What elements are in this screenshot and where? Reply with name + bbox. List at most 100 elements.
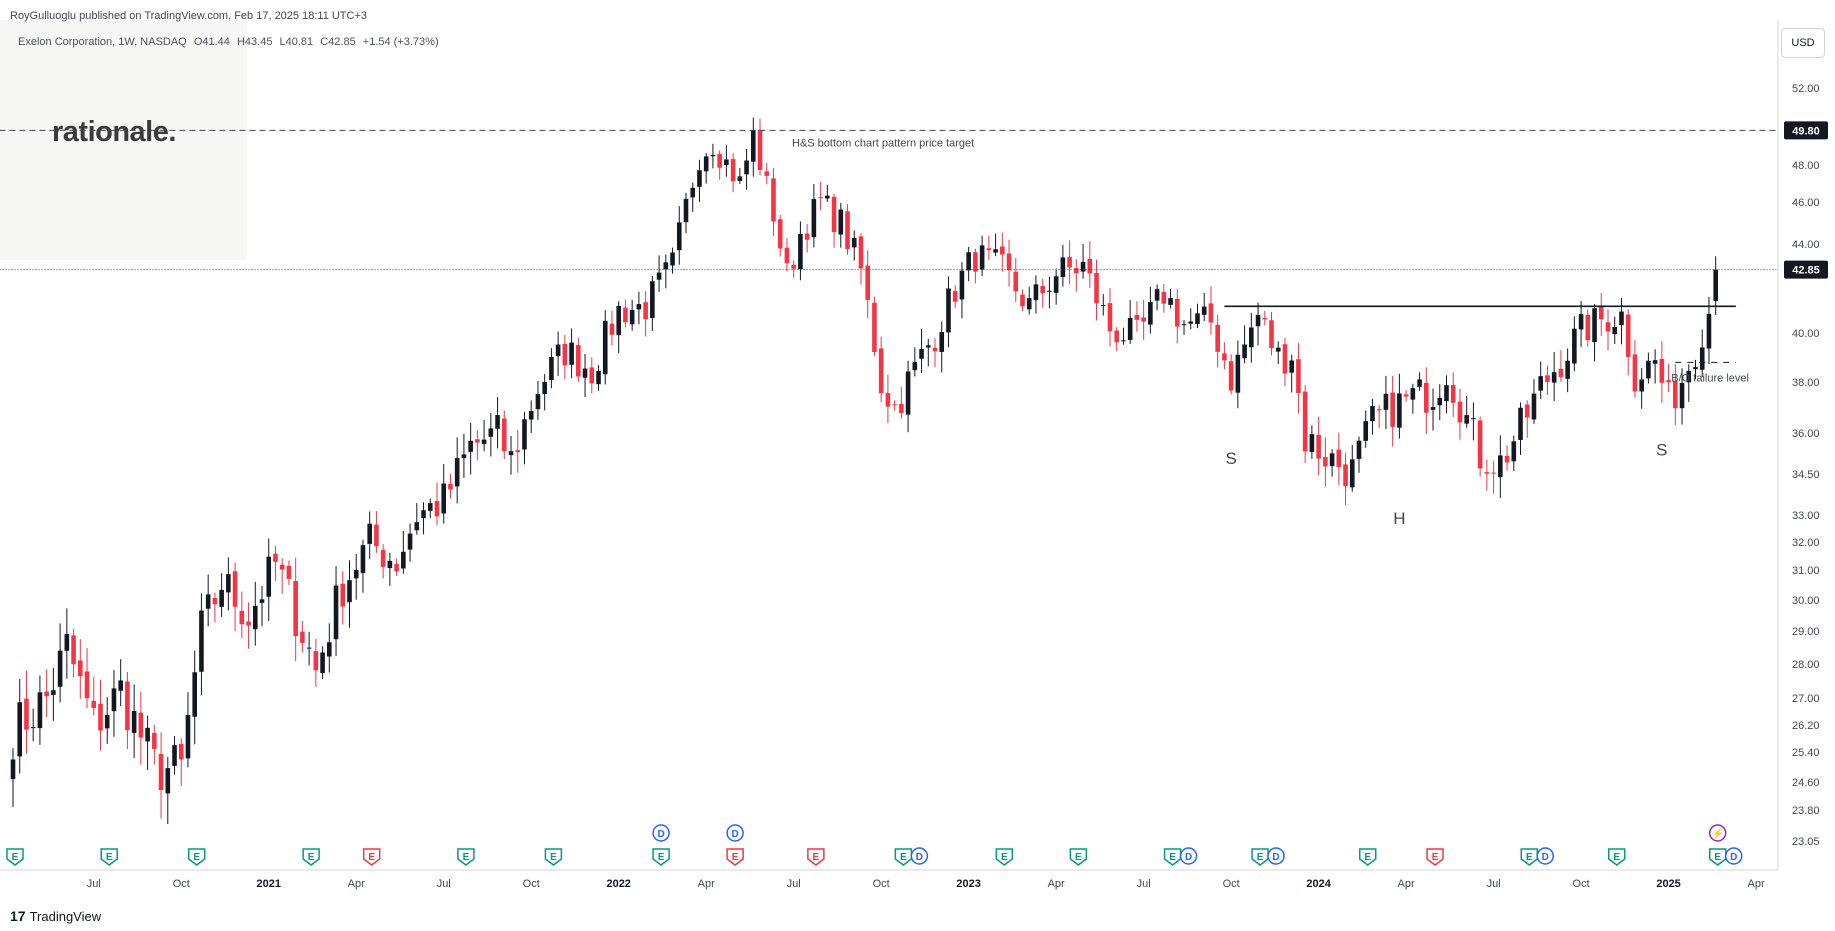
candle-body — [1666, 380, 1671, 383]
candle-body — [1444, 385, 1449, 402]
tradingview-brand: TradingView — [29, 908, 102, 924]
candle-body — [1551, 372, 1557, 383]
earnings-marker-icon-letter: E — [1432, 852, 1439, 863]
candle-body — [542, 381, 547, 395]
candle-body — [1464, 415, 1469, 424]
candle-body — [1329, 453, 1335, 467]
candle-body — [1397, 393, 1402, 428]
candle-body — [986, 248, 992, 251]
candle-body — [1504, 455, 1510, 463]
split-marker-icon-letter: ⚡ — [1711, 827, 1723, 840]
candle-body — [51, 690, 56, 695]
x-tick-label: Apr — [698, 878, 715, 890]
candle-body — [1390, 392, 1395, 427]
candle-body — [495, 415, 500, 429]
candle-body — [1410, 388, 1416, 400]
dividend-marker-icon-letter: D — [1185, 852, 1192, 863]
candle-body — [434, 501, 440, 517]
candle-body — [468, 440, 473, 452]
candle-body — [226, 574, 231, 593]
candle-body — [1208, 303, 1214, 323]
candle-body — [1598, 306, 1604, 320]
candle-body — [1518, 407, 1523, 440]
candle-body — [1343, 464, 1348, 487]
x-tick-label: Oct — [1223, 878, 1240, 890]
candle-body — [1538, 376, 1544, 391]
candle-body — [811, 199, 817, 238]
candle-body — [946, 288, 951, 333]
candle-body — [185, 714, 191, 759]
candle-body — [1349, 459, 1355, 488]
candle-body — [582, 368, 588, 378]
candle-body — [845, 211, 850, 250]
open-value: O41.44 — [193, 36, 230, 48]
candle-body — [508, 451, 514, 456]
candle-body — [1531, 393, 1537, 420]
pattern-label: S — [1656, 441, 1667, 460]
earnings-marker-icon-letter: E — [1169, 852, 1176, 863]
candle-body — [252, 605, 258, 630]
candle-body — [152, 732, 157, 749]
earnings-marker-icon — [726, 848, 744, 866]
earnings-marker-icon — [6, 848, 24, 866]
candle-body — [966, 252, 971, 271]
candle-body — [1249, 327, 1254, 348]
candle-body — [724, 159, 729, 166]
candle-body — [1565, 360, 1570, 379]
candle-body — [118, 680, 123, 691]
candle-body — [1080, 261, 1086, 272]
candle-body — [421, 510, 426, 519]
candle-body — [751, 130, 756, 162]
candle-body — [454, 458, 460, 487]
tradingview-footer[interactable]: 17 TradingView — [10, 908, 101, 924]
candle-body — [1524, 404, 1530, 418]
candle-body — [1437, 397, 1443, 406]
candle-body — [219, 589, 224, 607]
candle-body — [939, 332, 945, 352]
candle-body — [1074, 268, 1079, 274]
low-value: L40.81 — [279, 36, 314, 48]
y-tick-label: 33.00 — [1792, 510, 1820, 522]
candle-body — [899, 403, 904, 414]
y-tick-label: 38.00 — [1792, 377, 1820, 389]
candle-body — [1161, 291, 1167, 304]
candle-body — [703, 156, 709, 172]
candle-body — [1572, 328, 1577, 364]
candle-body — [730, 159, 736, 182]
candle-body — [710, 154, 716, 157]
candle-body — [1040, 286, 1045, 294]
candle-body — [683, 198, 689, 223]
candle-body — [1121, 340, 1126, 342]
currency-button[interactable]: USD — [1781, 28, 1825, 58]
candle-body — [663, 262, 669, 270]
candle-body — [1154, 289, 1160, 301]
candle-body — [1370, 406, 1375, 422]
candle-body — [757, 129, 763, 170]
earnings-marker-icon — [100, 848, 118, 866]
y-tick-label: 23.05 — [1792, 836, 1820, 848]
candle-body — [1558, 368, 1564, 378]
candle-body — [932, 347, 938, 352]
earnings-marker-icon — [187, 848, 206, 866]
candle-body — [1578, 313, 1584, 330]
earnings-marker-icon — [1163, 848, 1182, 866]
earnings-marker-icon-letter: E — [1364, 852, 1371, 863]
candle-body — [1639, 379, 1644, 392]
candle-body — [1181, 324, 1187, 326]
candle-body — [71, 635, 76, 665]
earnings-marker-icon-letter: E — [1001, 852, 1008, 863]
candle-body — [1188, 321, 1194, 324]
candle-body — [475, 439, 480, 443]
candle-body — [979, 245, 985, 270]
high-value: H43.45 — [236, 36, 273, 48]
candle-body — [1094, 273, 1099, 304]
dividend-marker-icon-letter: D — [916, 852, 923, 863]
candle-body — [387, 560, 393, 569]
candle-body — [885, 393, 891, 407]
candle-body — [1686, 370, 1692, 383]
candle-body — [279, 564, 285, 570]
candle-body — [1047, 290, 1052, 292]
candle-body — [1026, 298, 1032, 310]
earnings-marker-icon — [1358, 848, 1377, 866]
